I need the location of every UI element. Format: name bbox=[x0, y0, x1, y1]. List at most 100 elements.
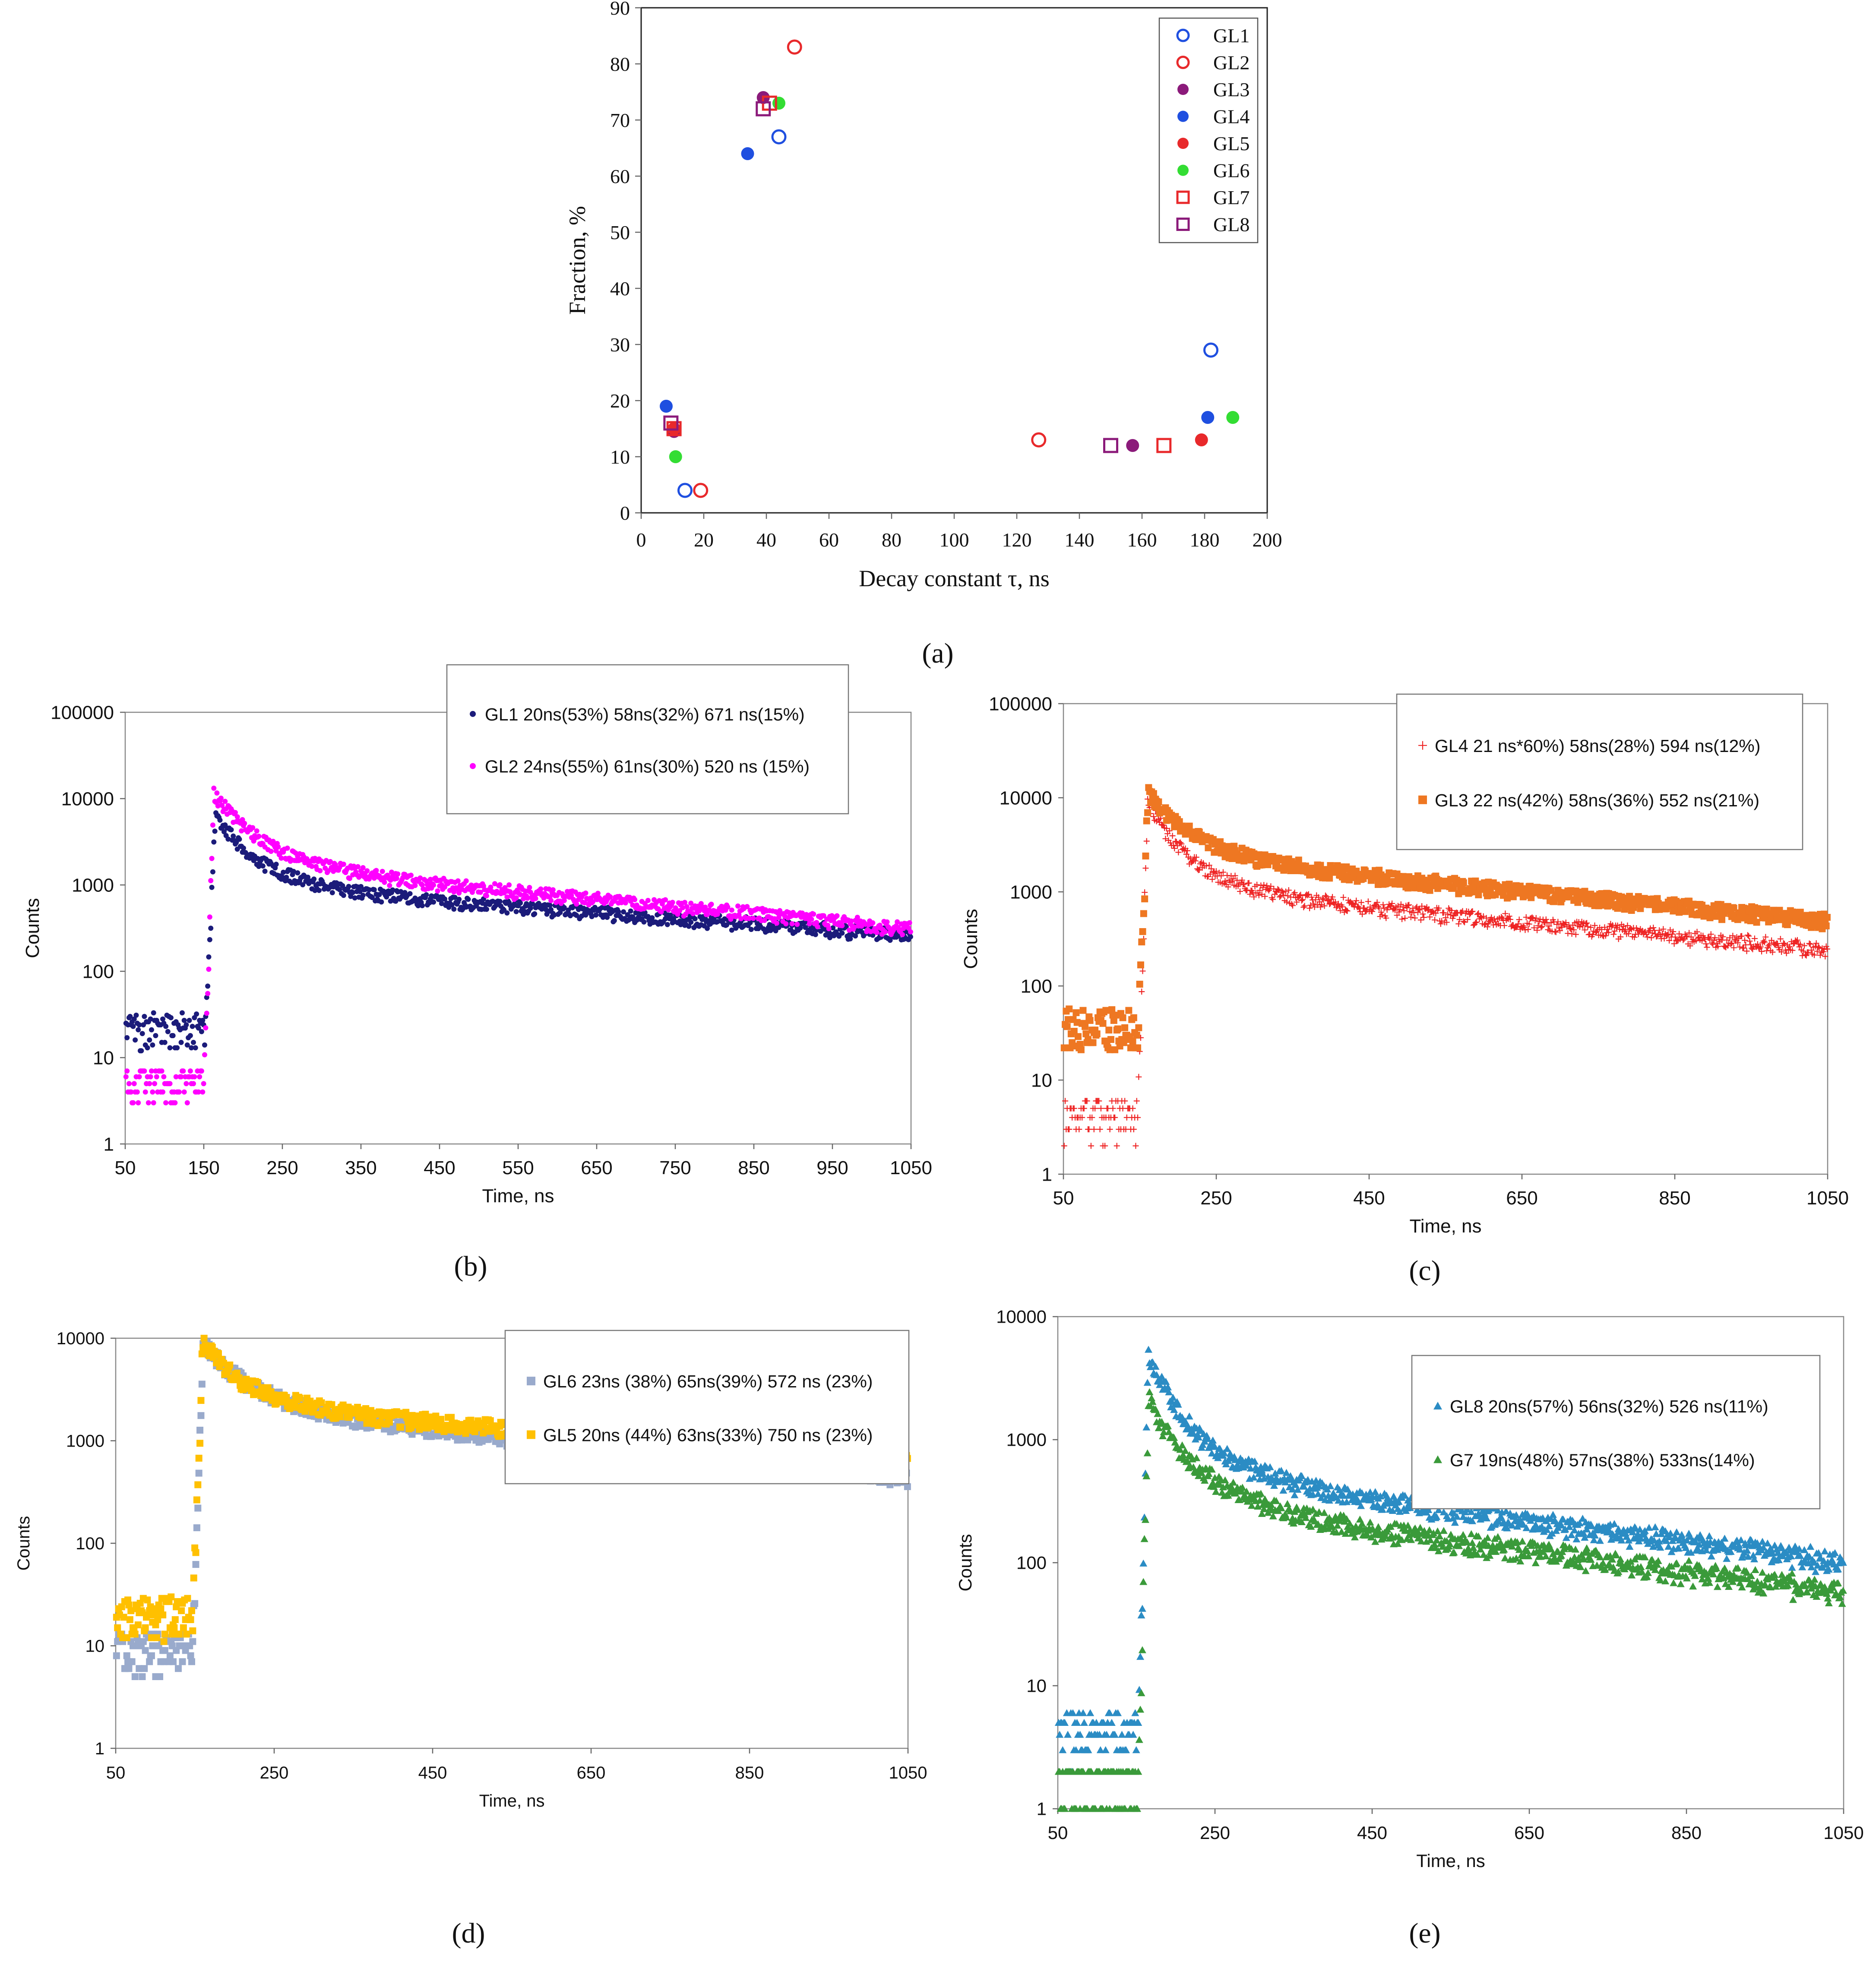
x-tick-label: 200 bbox=[1253, 529, 1282, 551]
data-point bbox=[148, 1016, 153, 1022]
data-series bbox=[660, 39, 1240, 498]
data-point bbox=[729, 927, 734, 933]
data-point bbox=[232, 810, 238, 815]
data-point bbox=[628, 908, 633, 914]
y-tick-label: 100000 bbox=[51, 702, 114, 723]
x-tick-label: 150 bbox=[188, 1157, 219, 1178]
data-point bbox=[1086, 1017, 1094, 1024]
data-series bbox=[123, 785, 913, 1106]
series-gl4 bbox=[660, 147, 1215, 424]
data-point bbox=[669, 450, 682, 463]
data-point bbox=[350, 890, 356, 895]
x-tick-label: 50 bbox=[106, 1763, 126, 1782]
legend-label: GL8 bbox=[1213, 214, 1250, 236]
data-point bbox=[190, 1024, 195, 1029]
data-point bbox=[1093, 1030, 1101, 1037]
data-point bbox=[394, 875, 399, 881]
data-point bbox=[376, 892, 382, 897]
data-point bbox=[1079, 1007, 1087, 1014]
data-point bbox=[533, 896, 538, 901]
data-point bbox=[141, 1665, 148, 1672]
data-point bbox=[193, 1496, 200, 1504]
data-point bbox=[1066, 1005, 1073, 1013]
y-tick-label: 30 bbox=[610, 334, 630, 356]
data-point bbox=[518, 900, 523, 906]
data-point bbox=[748, 926, 754, 932]
data-point bbox=[686, 923, 692, 929]
data-point bbox=[908, 929, 913, 935]
data-point bbox=[1753, 919, 1760, 926]
data-point bbox=[178, 1074, 184, 1080]
data-point bbox=[632, 897, 638, 903]
data-point bbox=[1105, 1027, 1113, 1034]
data-point bbox=[200, 1335, 208, 1342]
data-point bbox=[195, 1454, 202, 1462]
legend-label: GL4 21 ns*60%) 58ns(28%) 594 ns(12%) bbox=[1435, 736, 1760, 756]
data-point bbox=[159, 1068, 165, 1074]
y-axis-label: Counts bbox=[960, 909, 981, 969]
data-point bbox=[518, 892, 523, 897]
data-point bbox=[139, 1673, 146, 1680]
data-point bbox=[504, 910, 510, 916]
data-point bbox=[281, 869, 286, 875]
data-point bbox=[693, 483, 709, 498]
data-point bbox=[189, 1045, 194, 1051]
data-point bbox=[160, 1638, 168, 1645]
data-point bbox=[131, 1081, 137, 1087]
data-point bbox=[1156, 438, 1172, 453]
data-point bbox=[692, 916, 698, 922]
data-point bbox=[1119, 1014, 1126, 1021]
data-point bbox=[262, 869, 268, 874]
y-axis-label: Counts bbox=[14, 1516, 33, 1571]
data-point bbox=[1144, 809, 1152, 816]
data-point bbox=[908, 934, 913, 940]
data-point bbox=[1138, 938, 1145, 946]
data-point bbox=[528, 890, 533, 895]
legend-label: GL1 bbox=[1213, 25, 1250, 47]
series-gl1 bbox=[677, 129, 1218, 498]
x-tick-label: 850 bbox=[738, 1157, 769, 1178]
legend-marker bbox=[1176, 56, 1190, 69]
data-point bbox=[348, 894, 354, 899]
data-point bbox=[196, 1089, 201, 1095]
y-tick-label: 70 bbox=[610, 109, 630, 131]
data-point bbox=[395, 871, 401, 877]
data-point bbox=[163, 1100, 169, 1106]
data-point bbox=[1139, 928, 1146, 935]
data-point bbox=[853, 933, 858, 939]
data-point bbox=[807, 921, 812, 926]
data-point bbox=[465, 897, 471, 902]
y-tick-label: 10000 bbox=[1000, 787, 1052, 809]
data-point bbox=[418, 1424, 425, 1431]
data-point bbox=[256, 834, 262, 839]
data-point bbox=[136, 1100, 141, 1106]
data-point bbox=[1718, 916, 1726, 923]
legend-label: GL2 bbox=[1213, 52, 1250, 74]
y-tick-label: 60 bbox=[610, 165, 630, 187]
x-tick-label: 650 bbox=[581, 1157, 612, 1178]
data-point bbox=[794, 922, 800, 927]
data-point bbox=[149, 1068, 154, 1074]
data-point bbox=[126, 1081, 132, 1087]
data-point bbox=[729, 907, 734, 913]
data-point bbox=[589, 914, 595, 919]
y-axis-label: Counts bbox=[955, 1534, 975, 1591]
data-point bbox=[492, 881, 497, 887]
data-point bbox=[217, 817, 223, 823]
x-tick-label: 140 bbox=[1065, 529, 1095, 551]
data-point bbox=[439, 900, 444, 906]
x-tick-label: 20 bbox=[694, 529, 714, 551]
legend-box bbox=[1396, 693, 1803, 850]
data-point bbox=[593, 912, 599, 918]
data-point bbox=[172, 1100, 178, 1106]
x-axis-label: Decay constant τ, ns bbox=[859, 566, 1050, 591]
data-point bbox=[1205, 844, 1212, 851]
data-point bbox=[153, 1033, 158, 1038]
data-point bbox=[225, 836, 231, 842]
data-point bbox=[360, 865, 366, 870]
data-point bbox=[398, 889, 404, 894]
panel-label: (e) bbox=[1409, 1918, 1440, 1949]
data-point bbox=[180, 1068, 186, 1074]
data-point bbox=[1141, 895, 1148, 903]
data-point bbox=[813, 932, 818, 937]
